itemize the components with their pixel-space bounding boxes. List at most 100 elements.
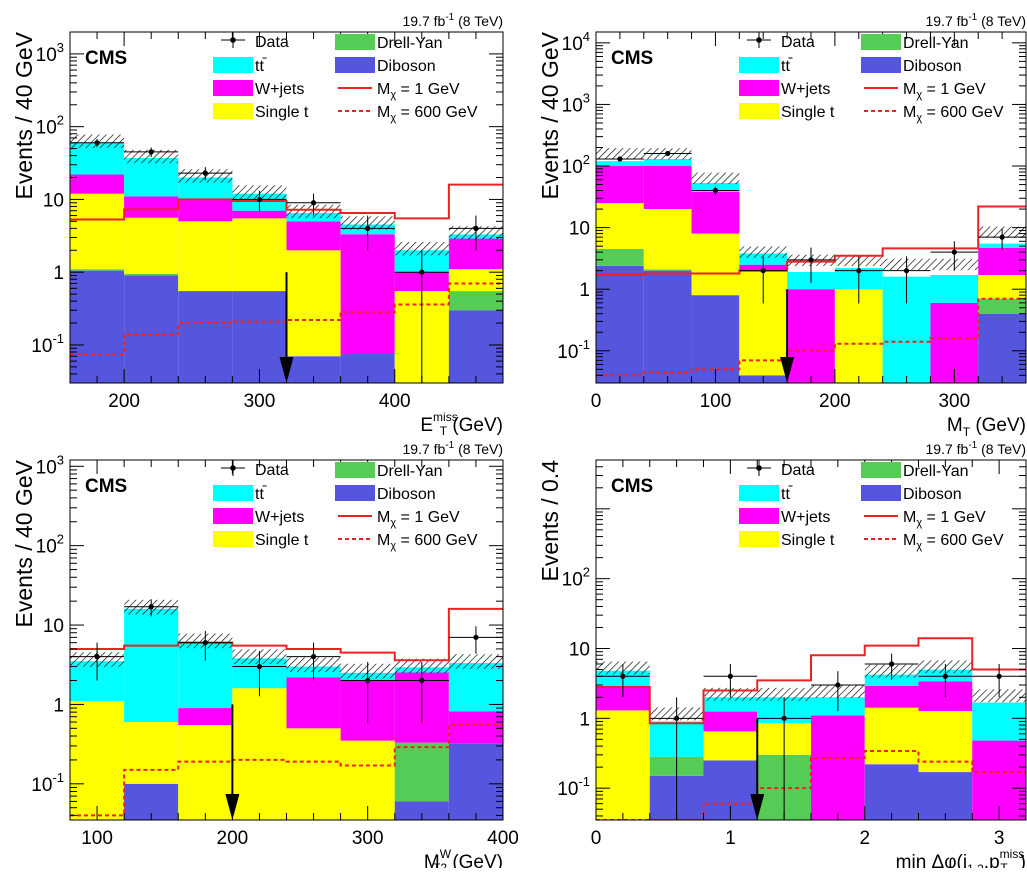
legend-ttbar-swatch <box>739 57 779 73</box>
bar-dy-0 <box>596 248 644 266</box>
bar-diboson-7 <box>448 310 503 383</box>
y-tick-label: 1 <box>53 695 64 716</box>
bar-diboson-6 <box>394 801 449 820</box>
bar-ttbar-2 <box>703 697 758 712</box>
x-tick-label: 1 <box>725 828 736 849</box>
data-point-3 <box>256 196 263 203</box>
x-tick-label: 400 <box>379 391 411 412</box>
uncertainty-band-3 <box>739 246 788 258</box>
bar-diboson-6 <box>918 772 973 820</box>
plot-area <box>70 599 503 820</box>
bar-ttbar-5 <box>864 674 919 686</box>
legend-singlet-swatch <box>213 103 253 119</box>
x-tick-label: 200 <box>819 391 851 412</box>
bar-single_t-1 <box>643 209 692 270</box>
legend-singlet-label: Single t <box>781 104 835 121</box>
bar-single_t-4 <box>286 728 341 820</box>
uncertainty-band-2 <box>691 172 740 185</box>
bar-dy-1 <box>643 269 692 271</box>
lumi-label: 19.7 fb-1 (8 TeV) <box>403 440 504 457</box>
bar-dy-0 <box>70 269 125 271</box>
x-tick-label: 300 <box>938 391 970 412</box>
uncertainty-band-0 <box>596 148 644 160</box>
y-tick-label: 10-1 <box>557 774 590 800</box>
signal-1gev-line <box>70 183 503 221</box>
legend-singlet-label: Single t <box>781 532 835 549</box>
legend-dy-swatch <box>861 34 901 50</box>
panel-4: 10-1 1 10 102 0 1 2 3 19.7 fb-1 (8 TeV) CMS Events… <box>537 440 1027 873</box>
legend-diboson-label: Diboson <box>377 486 436 503</box>
legend-data-label: Data <box>781 462 815 479</box>
bar-single_t-1 <box>124 722 179 784</box>
legend-wjets-label: W+jets <box>781 81 830 98</box>
bar-diboson-5 <box>864 764 919 820</box>
data-point-1 <box>148 604 154 610</box>
legend-signal600-label: Mχ = 600 GeV <box>903 532 1004 552</box>
y-tick-label: 10 <box>43 190 64 211</box>
legend-dy-label: Drell-Yan <box>903 35 969 52</box>
data-point-5 <box>365 677 371 684</box>
bar-wjets-5 <box>340 234 395 355</box>
bar-wjets-1 <box>643 166 692 210</box>
y-tick-label: 10-1 <box>557 337 590 363</box>
bar-diboson-2 <box>178 291 233 383</box>
data-point-2 <box>202 640 208 646</box>
x-tick-label: 0 <box>591 828 602 849</box>
y-tick-label: 10 <box>569 639 590 660</box>
data-point-3 <box>760 268 766 274</box>
data-point-3 <box>256 663 263 670</box>
data-point-1 <box>674 715 680 721</box>
legend-data-dot <box>756 37 762 43</box>
lumi-label: 19.7 fb-1 (8 TeV) <box>403 12 504 29</box>
bar-wjets-7 <box>448 711 503 744</box>
data-point-8 <box>999 234 1005 240</box>
data-point-0 <box>94 654 100 660</box>
y-tick-label: 10 <box>43 616 64 637</box>
y-tick-label: 1 <box>53 263 64 284</box>
legend-diboson-swatch <box>861 485 901 501</box>
y-tick-label: 103 <box>36 40 64 66</box>
bar-single_t-2 <box>178 221 233 292</box>
signal-600gev-line <box>70 724 503 817</box>
legend-diboson-label: Diboson <box>903 486 962 503</box>
x-tick-label: 100 <box>700 391 732 412</box>
data-point-7 <box>996 673 1002 679</box>
y-tick-label: 103 <box>36 452 64 478</box>
legend-wjets-label: W+jets <box>255 509 304 526</box>
legend-wjets-swatch <box>739 508 779 524</box>
bar-wjets-2 <box>691 191 740 234</box>
bar-single_t-3 <box>232 218 287 292</box>
bar-diboson-0 <box>596 265 644 383</box>
panel-2: 10-1 1 10 102 103 104 0 100 200 300 19.7 fb-1 (8 T… <box>537 12 1027 439</box>
legend-singlet-label: Single t <box>255 104 309 121</box>
signal-600gev-line <box>596 297 1026 377</box>
data-point-6 <box>419 677 425 684</box>
legend-signal600-label: Mχ = 600 GeV <box>903 104 1004 124</box>
data-point-5 <box>365 225 371 231</box>
bar-dy-1 <box>124 273 179 276</box>
bar-single_t-2 <box>691 233 740 296</box>
data-point-0 <box>617 156 623 162</box>
data-point-5 <box>889 661 895 667</box>
y-tick-label: 102 <box>36 532 64 558</box>
uncertainty-band-6 <box>394 241 449 256</box>
legend-signal1-label: Mχ = 1 GeV <box>903 509 986 529</box>
legend-ttbar-label: tt <box>781 486 790 503</box>
signal-1gev-line <box>70 607 503 662</box>
bar-wjets-4 <box>811 715 865 820</box>
bar-ttbar-1 <box>124 608 179 723</box>
data-point-5 <box>856 268 862 274</box>
y-tick-label: 10-1 <box>31 331 64 357</box>
legend-data-label: Data <box>255 462 289 479</box>
legend-data-dot <box>230 465 236 471</box>
bar-ttbar-0 <box>596 161 644 167</box>
bar-wjets-1 <box>124 196 179 218</box>
bar-ttbar-7 <box>448 663 503 712</box>
data-point-6 <box>903 268 910 274</box>
bar-diboson-1 <box>124 275 179 383</box>
legend-signal1-label: Mχ = 1 GeV <box>377 509 460 529</box>
bar-single_t-4 <box>286 250 341 357</box>
legend-data-label: Data <box>255 34 289 51</box>
uncertainty-band-3 <box>757 687 811 701</box>
